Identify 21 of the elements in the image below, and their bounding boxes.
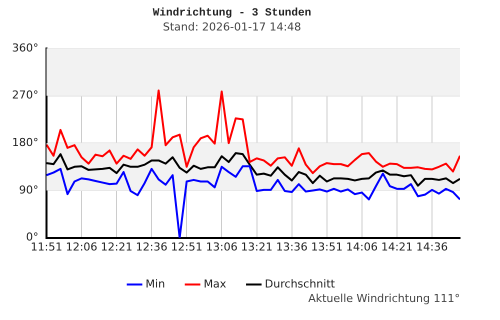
legend-label: Max <box>204 277 227 290</box>
x-tick-label: 14:21 <box>381 240 413 254</box>
y-tick-label: 180° <box>12 136 38 149</box>
x-tick-label: 13:21 <box>240 240 273 254</box>
x-tick-label: 14:06 <box>346 240 378 254</box>
legend-label: Durchschnitt <box>264 277 336 290</box>
x-tick-label: 14:36 <box>416 240 448 254</box>
x-tick-label: 13:51 <box>310 240 343 254</box>
text: Aktuelle Windrichtung 111° <box>308 292 460 305</box>
x-tick-label: 13:06 <box>206 240 238 254</box>
chart-title: Windrichtung - 3 Stunden <box>152 7 312 20</box>
legend-label: Min <box>146 277 166 290</box>
chart-subtitle: Stand: 2026-01-17 14:48 <box>162 20 302 34</box>
x-tick-label: 12:21 <box>100 240 132 254</box>
x-tick-label: 12:36 <box>136 240 168 254</box>
x-tick-label: 13:36 <box>276 240 308 254</box>
y-tick-label: 270° <box>12 88 38 102</box>
y-tick-label: 90° <box>18 183 38 196</box>
x-tick-label: 12:06 <box>66 240 98 254</box>
x-tick-label: 12:51 <box>170 240 203 254</box>
y-tick-label: 360° <box>12 41 38 54</box>
